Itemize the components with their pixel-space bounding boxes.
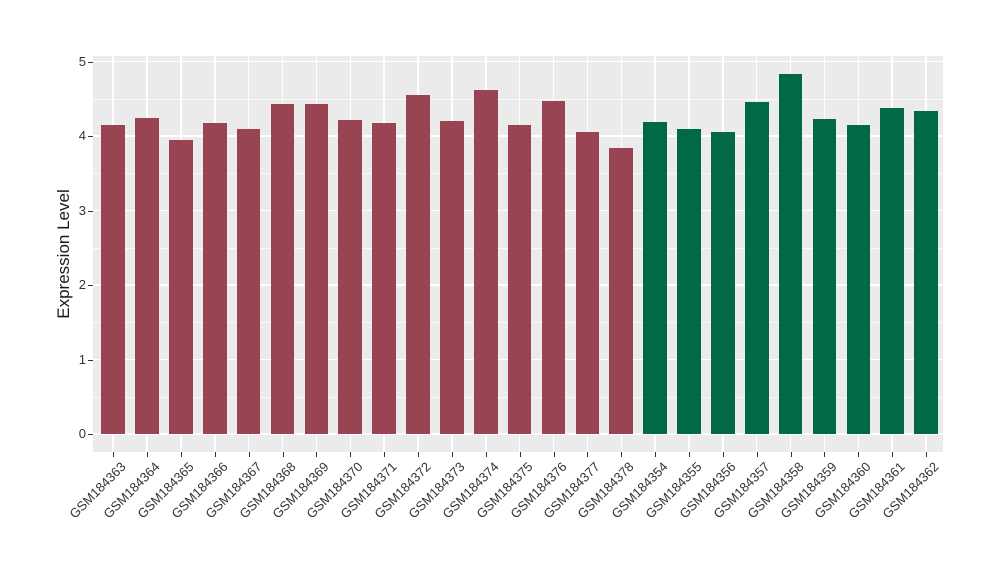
bar-GSM184357 xyxy=(744,101,769,434)
y-tick-mark xyxy=(88,285,93,286)
y-tick-label: 0 xyxy=(78,426,86,441)
bar-GSM184373 xyxy=(440,121,464,434)
x-tick-mark xyxy=(621,452,623,457)
x-tick-mark xyxy=(790,452,792,457)
bar-GSM184356 xyxy=(711,131,735,434)
x-tick-mark xyxy=(722,452,724,457)
x-tick-mark xyxy=(282,452,284,457)
x-tick-mark xyxy=(418,452,420,457)
bar-GSM184365 xyxy=(169,139,193,434)
bar-GSM184360 xyxy=(846,124,871,434)
plot-panel xyxy=(93,56,943,452)
y-tick-mark xyxy=(88,359,93,361)
x-tick-mark xyxy=(858,452,860,457)
x-tick-mark xyxy=(587,452,589,457)
bar-GSM184363 xyxy=(101,124,125,434)
x-tick-mark xyxy=(214,452,216,457)
x-tick-mark xyxy=(147,452,149,457)
gridline-major xyxy=(93,433,943,435)
bar-GSM184366 xyxy=(203,123,227,434)
bar-GSM184358 xyxy=(778,74,803,434)
y-tick-label: 2 xyxy=(78,277,86,292)
x-tick-mark xyxy=(756,452,758,457)
y-tick-label: 4 xyxy=(78,128,86,143)
bar-GSM184371 xyxy=(372,123,396,434)
y-tick-mark xyxy=(88,210,93,212)
bar-GSM184377 xyxy=(575,132,600,434)
bar-GSM184370 xyxy=(338,119,363,434)
y-tick-mark xyxy=(88,434,93,435)
x-tick-mark xyxy=(892,452,894,457)
bar-GSM184374 xyxy=(473,89,498,434)
y-tick-label: 5 xyxy=(78,53,86,69)
x-tick-mark xyxy=(655,452,657,457)
x-tick-mark xyxy=(824,452,826,457)
x-tick-mark xyxy=(350,452,352,457)
bar-GSM184376 xyxy=(541,100,566,434)
x-tick-mark xyxy=(926,452,928,457)
x-tick-mark xyxy=(113,452,115,457)
y-tick-mark xyxy=(88,61,93,63)
bar-GSM184375 xyxy=(507,124,532,434)
y-tick-label: 3 xyxy=(78,202,86,218)
y-tick-label: 1 xyxy=(78,351,86,367)
x-tick-mark xyxy=(180,452,182,457)
bar-GSM184367 xyxy=(236,128,261,434)
bar-GSM184378 xyxy=(609,147,634,434)
bar-GSM184364 xyxy=(135,118,159,434)
gridline-major xyxy=(93,60,943,63)
x-tick-mark xyxy=(485,452,487,457)
bar-GSM184372 xyxy=(406,95,430,434)
x-tick-mark xyxy=(553,452,555,457)
x-tick-mark xyxy=(451,452,453,457)
bar-GSM184361 xyxy=(880,108,904,434)
x-tick-mark xyxy=(316,452,318,457)
bar-GSM184368 xyxy=(270,103,295,434)
bar-GSM184362 xyxy=(914,110,938,434)
x-tick-mark xyxy=(248,452,250,457)
bar-GSM184359 xyxy=(812,118,837,434)
bar-GSM184369 xyxy=(304,103,329,434)
y-tick-mark xyxy=(88,136,93,137)
x-tick-mark xyxy=(519,452,521,457)
bar-GSM184355 xyxy=(677,129,701,434)
x-tick-mark xyxy=(384,452,386,457)
x-tick-mark xyxy=(688,452,690,457)
bar-GSM184354 xyxy=(643,121,667,434)
gridline-minor xyxy=(93,98,943,100)
